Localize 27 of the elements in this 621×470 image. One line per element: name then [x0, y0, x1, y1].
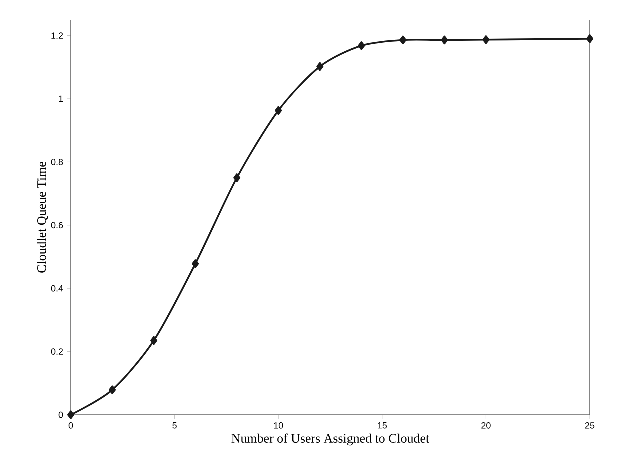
y-tick-label: 0 — [58, 412, 64, 418]
x-tick-label: 5 — [172, 422, 177, 429]
x-tick-label: 25 — [585, 422, 595, 429]
x-tick-label: 15 — [378, 422, 388, 429]
point — [67, 410, 75, 420]
y-tick-label: 0.2 — [51, 348, 64, 355]
point — [234, 174, 241, 182]
x-axis-title: Number of Users Assigned to Cloudet — [232, 434, 430, 446]
point — [109, 386, 116, 394]
point — [482, 36, 490, 44]
point — [275, 106, 282, 116]
point — [441, 36, 448, 45]
y-tick-label: 0.8 — [51, 159, 64, 166]
y-tick-label: 1 — [59, 96, 64, 102]
x-tick-label: 0 — [68, 422, 74, 429]
point — [192, 260, 200, 268]
y-tick-label: 0.6 — [51, 222, 64, 229]
point — [400, 36, 407, 45]
point — [150, 336, 158, 346]
x-tick-label: 20 — [482, 422, 491, 429]
point — [358, 42, 366, 50]
x-tick-label: 10 — [274, 422, 284, 429]
point — [316, 62, 324, 72]
y-axis-title: Cloudlet Queue Time — [37, 162, 48, 273]
y-tick-label: 0.4 — [51, 285, 64, 292]
y-tick-label: 1.2 — [52, 32, 64, 39]
point — [586, 34, 594, 44]
